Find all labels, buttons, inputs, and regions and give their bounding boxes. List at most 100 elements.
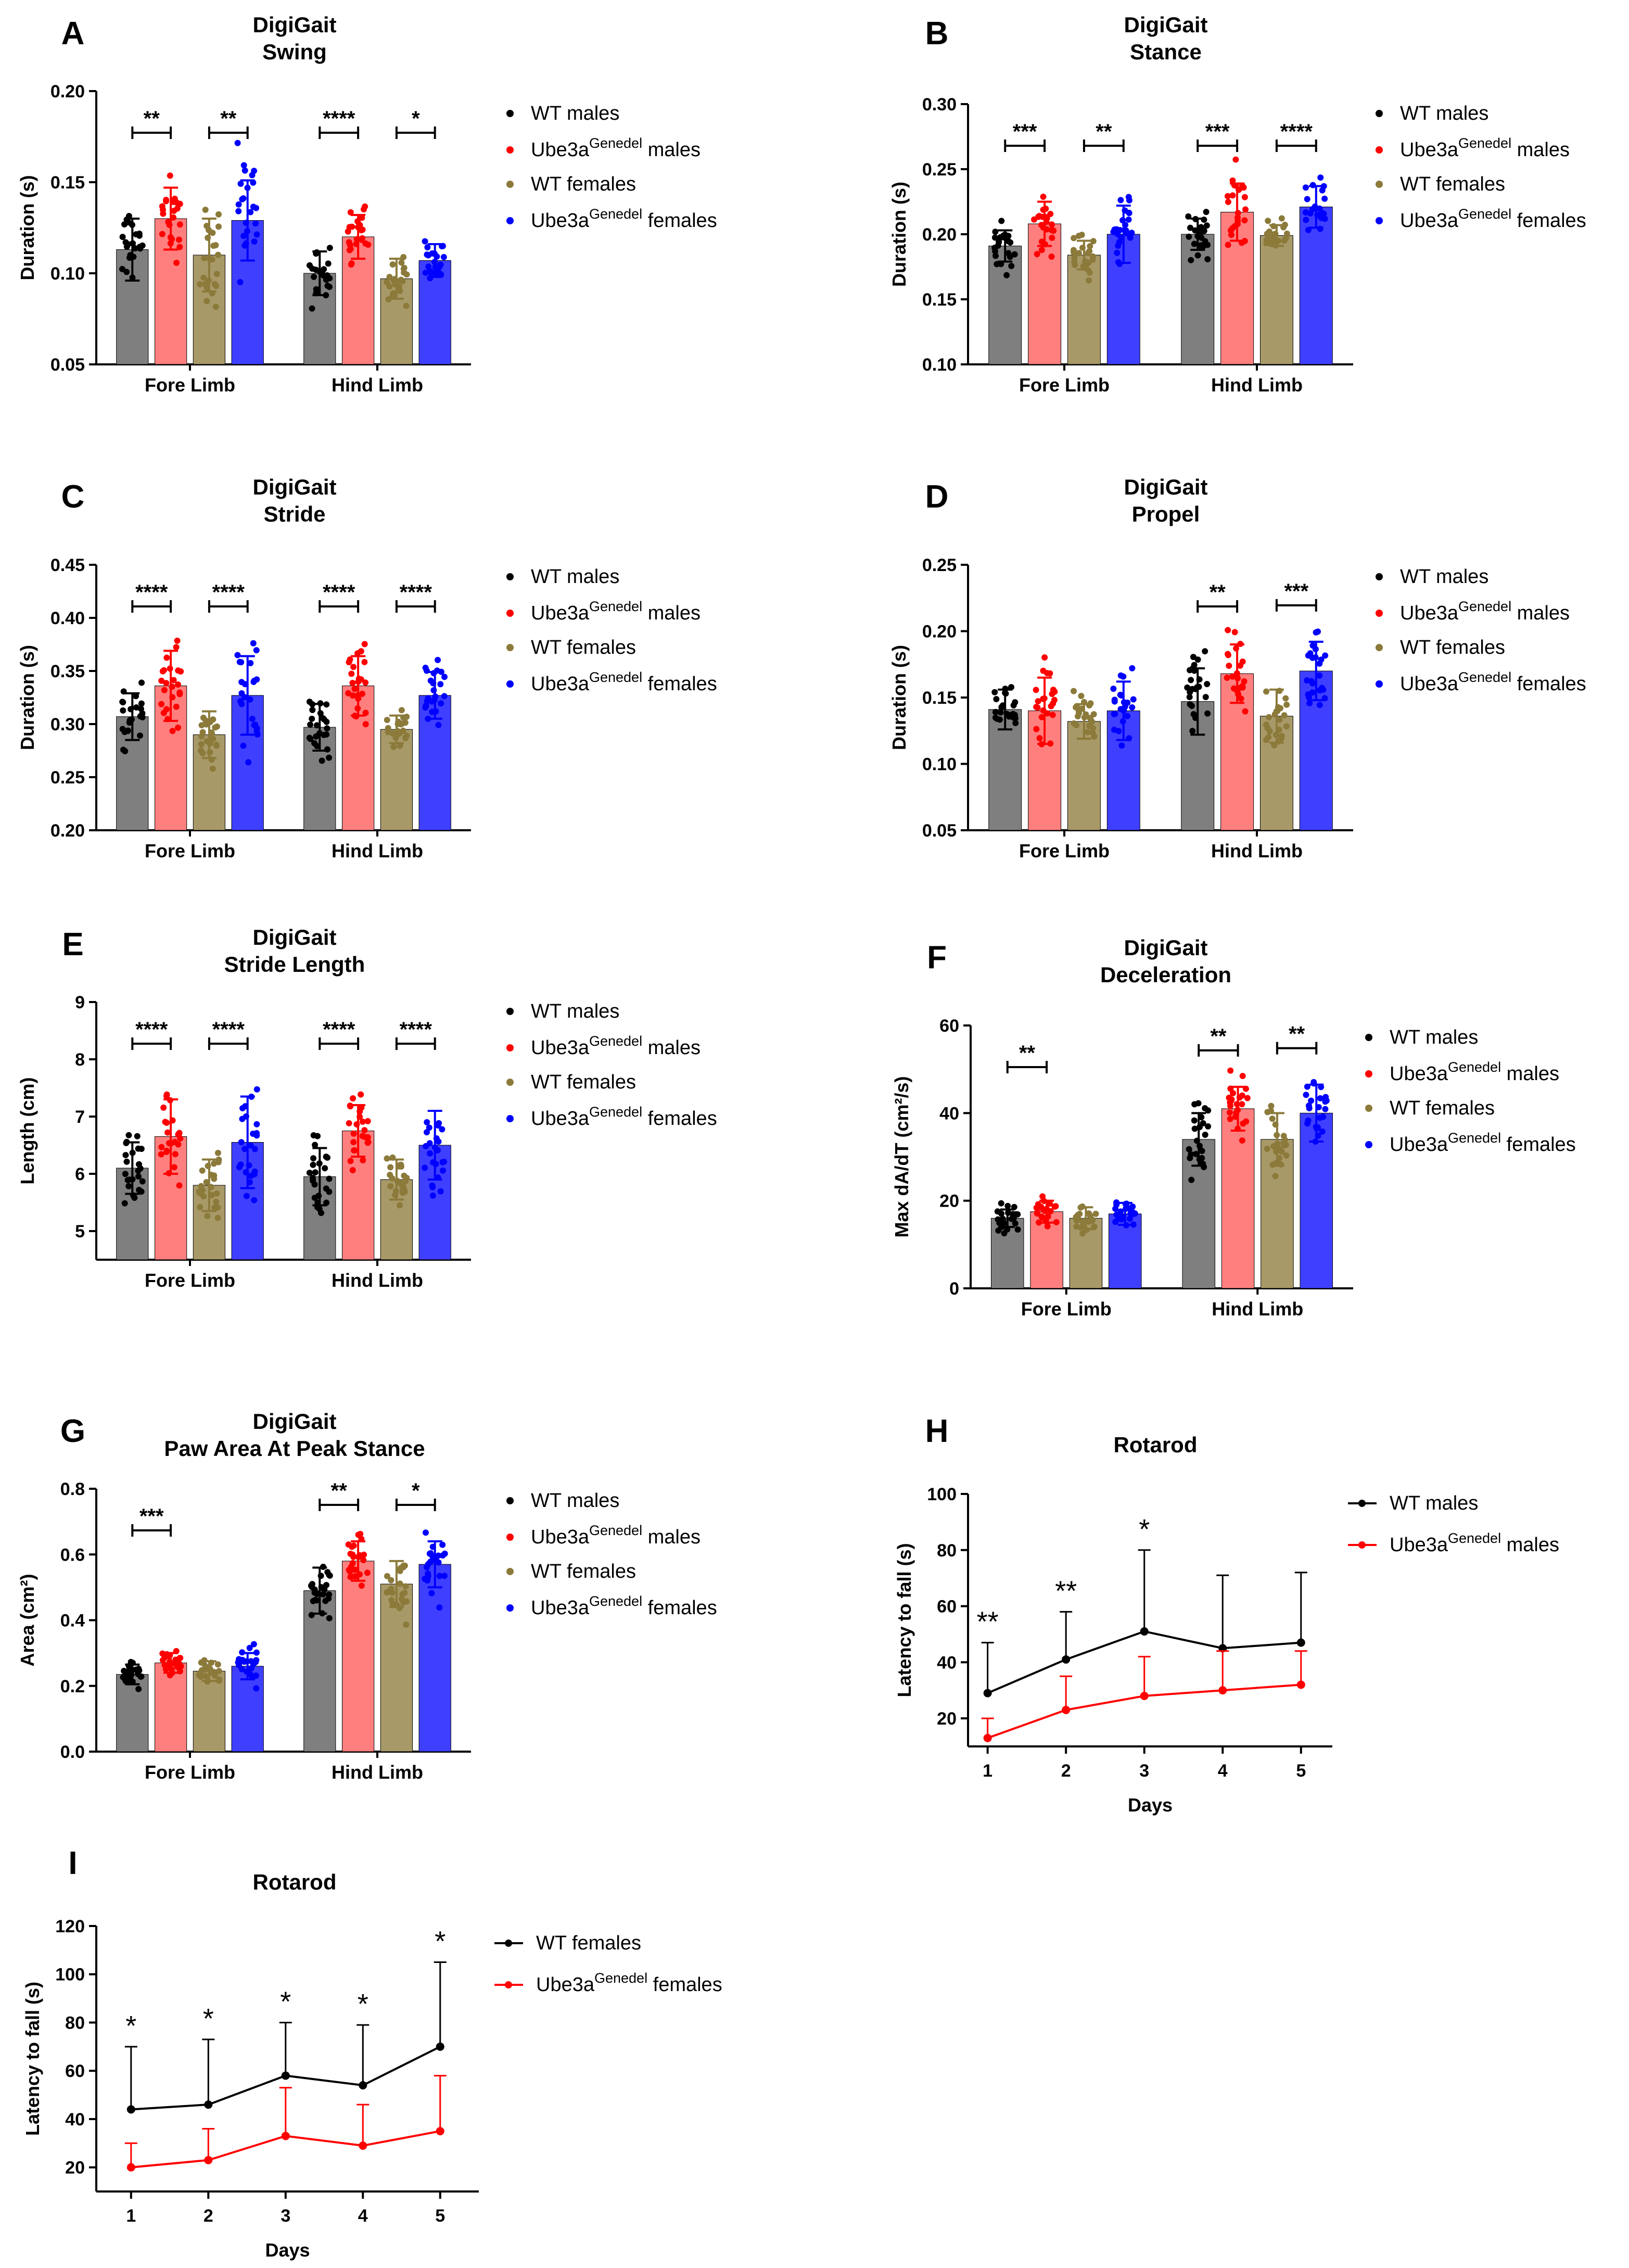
data-point xyxy=(1184,684,1191,691)
data-point xyxy=(313,722,320,729)
data-point xyxy=(1266,714,1272,720)
y-tick-label: 0.20 xyxy=(922,225,957,245)
data-point xyxy=(1117,1208,1124,1215)
y-tick-label: 0.8 xyxy=(60,1479,85,1499)
data-point xyxy=(1296,1680,1305,1689)
y-tick-label: 0.30 xyxy=(50,715,85,734)
y-tick-label: 0.20 xyxy=(922,622,957,642)
legend: WT males Ube3aGenedel males WT females Ube3… xyxy=(506,103,717,232)
data-point xyxy=(1316,702,1323,708)
data-point xyxy=(1282,235,1289,242)
data-point xyxy=(1317,225,1323,232)
data-point xyxy=(398,707,405,714)
legend: WT males Ube3aGenedel males WT females Ube3… xyxy=(506,566,717,695)
data-point xyxy=(124,728,131,734)
y-tick-label: 60 xyxy=(939,1016,959,1036)
data-point xyxy=(359,235,366,242)
data-point xyxy=(122,1672,129,1679)
data-point xyxy=(211,1172,218,1179)
data-point xyxy=(350,664,357,670)
chart-title: Stride Length xyxy=(224,952,365,977)
legend-label: Ube3aGenedel females xyxy=(1390,1130,1576,1156)
data-point xyxy=(1239,1101,1245,1108)
data-point xyxy=(1071,720,1077,727)
data-point xyxy=(384,717,390,724)
panel-letter: B xyxy=(925,16,949,52)
data-point xyxy=(123,1158,130,1165)
data-point xyxy=(441,674,448,680)
data-point xyxy=(215,1159,222,1165)
data-point xyxy=(1241,194,1248,200)
data-point xyxy=(351,1147,358,1154)
legend-marker xyxy=(506,1079,514,1086)
significance-label: ** xyxy=(1096,120,1112,143)
data-point xyxy=(1308,1097,1315,1104)
data-point xyxy=(1316,205,1323,212)
data-point xyxy=(1202,648,1208,655)
chart-title: DigiGait xyxy=(1124,475,1207,499)
data-point xyxy=(161,687,168,693)
data-point xyxy=(1203,209,1210,216)
data-point xyxy=(197,1189,203,1196)
data-point xyxy=(1049,712,1056,718)
data-point xyxy=(361,658,368,665)
data-point xyxy=(176,244,183,250)
chart-title: Propel xyxy=(1132,502,1200,526)
data-point xyxy=(1240,1120,1246,1127)
data-point xyxy=(1266,228,1272,235)
data-point xyxy=(1306,700,1313,706)
data-point xyxy=(1091,733,1098,740)
x-tick-label: Fore Limb xyxy=(1019,840,1110,861)
data-point xyxy=(1050,227,1057,234)
data-point xyxy=(992,708,999,715)
chart-title: Stance xyxy=(1130,40,1202,64)
x-tick-label: Hind Limb xyxy=(332,1762,423,1783)
data-point xyxy=(1187,224,1193,231)
data-point xyxy=(312,1142,319,1148)
data-point xyxy=(126,2163,135,2172)
data-point xyxy=(135,1686,142,1692)
data-point xyxy=(1224,193,1231,199)
data-point xyxy=(1272,1173,1279,1180)
significance-label: ** xyxy=(331,1479,348,1502)
data-point xyxy=(136,243,143,250)
data-point xyxy=(1244,1095,1251,1101)
data-point xyxy=(1188,257,1194,263)
data-point xyxy=(213,1190,220,1197)
data-point xyxy=(1241,678,1248,685)
x-tick-label: Hind Limb xyxy=(332,1270,423,1291)
data-point xyxy=(281,2132,290,2140)
data-point xyxy=(213,283,220,289)
legend-label: WT females xyxy=(1390,1097,1495,1119)
significance-label: *** xyxy=(139,1505,164,1528)
data-point xyxy=(132,245,138,252)
data-point xyxy=(389,1175,396,1182)
y-tick-label: 0.45 xyxy=(50,555,85,575)
data-point xyxy=(1263,721,1269,728)
data-point xyxy=(237,180,244,187)
significance-label: **** xyxy=(323,107,355,130)
data-point xyxy=(1194,656,1201,663)
y-tick-label: 0.05 xyxy=(922,821,957,841)
data-point xyxy=(318,1210,325,1217)
data-point xyxy=(1227,1116,1233,1122)
data-point xyxy=(324,725,330,732)
data-point xyxy=(424,1119,430,1125)
data-point xyxy=(234,652,241,658)
data-point xyxy=(991,234,998,241)
data-point xyxy=(171,1138,178,1145)
legend-marker xyxy=(506,1115,514,1122)
data-point xyxy=(358,676,364,683)
data-point xyxy=(121,221,128,227)
bar xyxy=(1299,207,1333,365)
data-point xyxy=(1115,728,1122,734)
bar xyxy=(1259,235,1293,365)
data-point xyxy=(1317,1114,1323,1121)
data-point xyxy=(198,733,205,740)
data-point xyxy=(361,1127,368,1134)
legend-marker xyxy=(1365,1141,1372,1148)
data-point xyxy=(323,1185,329,1192)
data-point xyxy=(319,757,325,764)
data-point xyxy=(435,721,442,728)
